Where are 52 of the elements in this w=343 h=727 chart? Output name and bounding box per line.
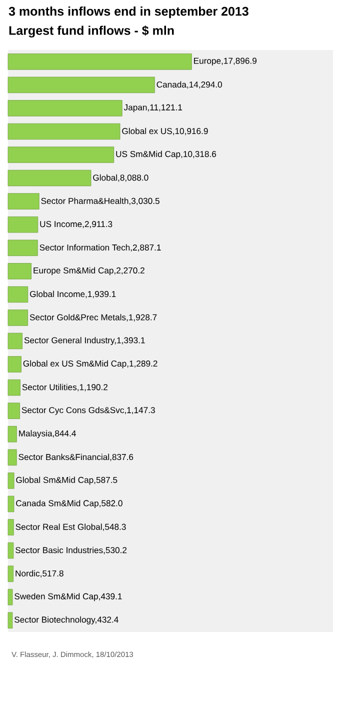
bar bbox=[8, 100, 122, 116]
chart-title: 3 months inflows end in september 2013 bbox=[8, 6, 248, 18]
bar bbox=[8, 588, 13, 606]
data-label: Global,8,088.0 bbox=[93, 174, 148, 182]
bar bbox=[8, 379, 20, 396]
bar bbox=[8, 123, 120, 140]
data-label: Japan,11,121.1 bbox=[124, 104, 182, 112]
bar bbox=[8, 496, 14, 512]
bar bbox=[8, 170, 92, 186]
bar bbox=[8, 566, 14, 582]
bar bbox=[8, 612, 13, 628]
data-label: Canada,14,294.0 bbox=[156, 81, 222, 89]
data-label: Sector Banks&Financial,837.6 bbox=[18, 454, 134, 462]
chart-subtitle: Largest fund inflows - $ mln bbox=[9, 26, 174, 38]
data-label: Canada Sm&Mid Cap,582.0 bbox=[16, 500, 122, 508]
data-label: Europe,17,896.9 bbox=[194, 58, 256, 66]
bar bbox=[8, 356, 22, 372]
bar bbox=[8, 76, 155, 94]
bar bbox=[8, 216, 38, 233]
data-label: Sector Information Tech,2,887.1 bbox=[40, 244, 161, 252]
bar bbox=[8, 332, 22, 350]
data-label: Europe Sm&Mid Cap,2,270.2 bbox=[34, 267, 144, 276]
bar bbox=[8, 402, 20, 419]
bar bbox=[8, 263, 32, 280]
data-label: US Income,2,911.3 bbox=[40, 221, 112, 228]
bar bbox=[8, 193, 40, 210]
data-label: Sector Gold&Prec Metals,1,928.7 bbox=[30, 314, 157, 322]
data-label: Sector Real Est Global,548.3 bbox=[16, 524, 126, 531]
bar bbox=[8, 240, 38, 256]
data-label: Global ex US,10,916.9 bbox=[122, 128, 208, 136]
bar bbox=[8, 54, 192, 70]
data-label: Global ex US Sm&Mid Cap,1,289.2 bbox=[23, 360, 158, 368]
bar bbox=[8, 310, 28, 326]
data-label: Sector Pharma&Health,3,030.5 bbox=[41, 198, 160, 205]
bar bbox=[8, 519, 14, 536]
data-label: Sector General Industry,1,393.1 bbox=[24, 337, 145, 346]
data-label: Sector Basic Industries,530.2 bbox=[16, 546, 127, 554]
data-label: Nordic,517.8 bbox=[16, 570, 64, 578]
bar bbox=[8, 426, 17, 442]
bar bbox=[8, 286, 28, 303]
bar bbox=[8, 542, 14, 559]
data-label: Sweden Sm&Mid Cap,439.1 bbox=[14, 593, 122, 602]
data-label: Sector Biotechnology,432.4 bbox=[14, 616, 118, 624]
data-label: Sector Cyc Cons Gds&Svc,1,147.3 bbox=[22, 406, 155, 415]
data-label: Global Income,1,939.1 bbox=[30, 290, 116, 298]
data-label: Malaysia,844.4 bbox=[19, 430, 76, 438]
data-label: US Sm&Mid Cap,10,318.6 bbox=[116, 150, 216, 159]
bar bbox=[8, 449, 17, 466]
bar bbox=[8, 146, 114, 163]
data-label: Global Sm&Mid Cap,587.5 bbox=[16, 476, 118, 485]
bar bbox=[8, 472, 14, 489]
data-label: Sector Utilities,1,190.2 bbox=[22, 384, 108, 392]
